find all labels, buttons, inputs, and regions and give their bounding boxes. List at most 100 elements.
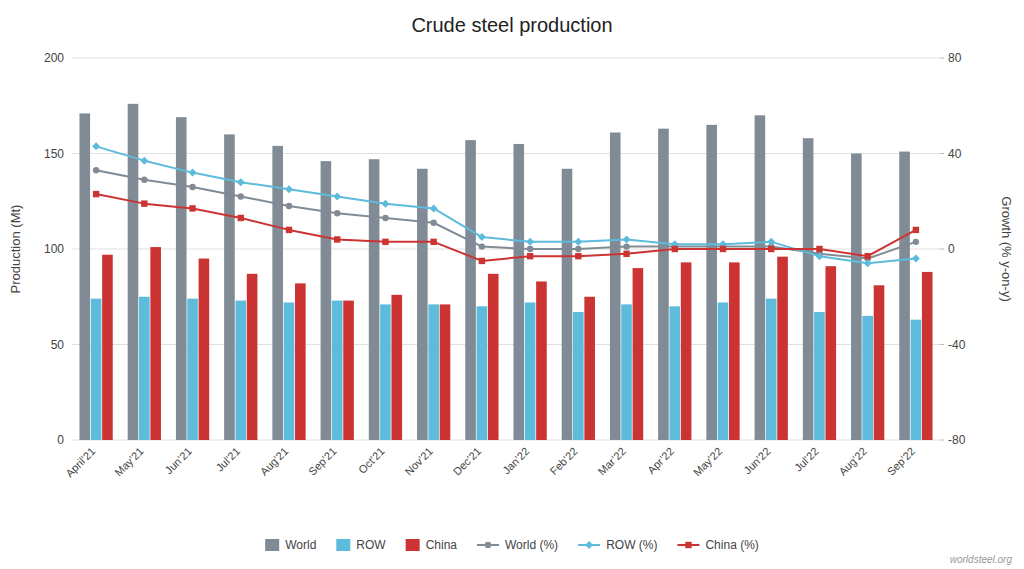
y-tick-label: 200: [44, 51, 64, 65]
marker: [140, 157, 148, 165]
bar: [235, 301, 246, 440]
y2-tick-label: 40: [948, 147, 962, 161]
bar: [199, 259, 210, 440]
marker: [286, 227, 292, 233]
bar: [272, 146, 283, 440]
marker: [575, 253, 581, 259]
grid: [72, 58, 940, 440]
legend-label: World (%): [505, 538, 558, 552]
bar: [284, 302, 295, 440]
x-tick-label: Feb’22: [547, 445, 579, 477]
x-tick-label: Dec’21: [451, 445, 484, 478]
legend-item: China: [406, 538, 458, 552]
line-series: [92, 142, 920, 267]
bar: [573, 312, 584, 440]
bar: [343, 301, 354, 440]
marker: [141, 200, 147, 206]
bar: [139, 297, 150, 440]
marker: [238, 193, 244, 199]
legend-item: ROW: [336, 538, 386, 552]
x-tick-label: Jul’22: [792, 445, 821, 474]
y2-tick: [940, 249, 944, 250]
marker: [913, 239, 919, 245]
legend-label: ROW: [356, 538, 386, 552]
bar: [465, 140, 476, 440]
marker: [912, 255, 920, 263]
x-tick-label: May’21: [112, 445, 146, 479]
marker: [816, 246, 822, 252]
y2-tick-label: -40: [948, 338, 966, 352]
bar: [621, 304, 632, 440]
y2-axis-label: Growth (% y‑on‑y): [999, 196, 1014, 301]
legend-label: China: [426, 538, 458, 552]
bar: [440, 304, 451, 440]
y2-tick-label: 80: [948, 51, 962, 65]
y-axis-label: Production (Mt): [8, 205, 23, 294]
bar: [513, 144, 524, 440]
bar: [777, 257, 788, 440]
bar: [922, 272, 933, 440]
y2-tick: [940, 344, 944, 345]
x-tick-label: Apr’22: [645, 445, 676, 476]
marker: [864, 253, 870, 259]
bar: [102, 255, 113, 440]
bar-series: [102, 247, 932, 440]
y-tick-label: 100: [44, 242, 64, 256]
marker: [382, 239, 388, 245]
marker: [237, 178, 245, 186]
bar: [681, 262, 692, 440]
bar: [658, 129, 669, 440]
bar: [862, 316, 873, 440]
plot-area: [79, 104, 932, 440]
bar: [729, 262, 740, 440]
y-tick-label: 0: [57, 433, 64, 447]
bar: [187, 299, 198, 440]
marker: [381, 200, 389, 208]
y2-tick-label: 0: [948, 242, 955, 256]
bar: [477, 306, 488, 440]
legend-label: World: [285, 538, 316, 552]
marker: [527, 253, 533, 259]
legend-item: World (%): [477, 538, 558, 552]
title: Crude steel production: [411, 14, 612, 36]
x-tick-label: Jun’21: [163, 445, 194, 476]
chart: 050100150200-80-4004080April’21May’21Jun…: [0, 0, 1024, 569]
legend-label: China (%): [705, 538, 758, 552]
grid-line: [72, 58, 940, 59]
legend-item: World: [265, 538, 316, 552]
y2-tick: [940, 440, 944, 441]
legend-item: ROW (%): [578, 538, 657, 552]
x-tick-label: Sep’21: [306, 445, 339, 478]
marker: [334, 210, 340, 216]
bar: [128, 104, 139, 440]
bar: [176, 117, 187, 440]
x-tick-label: Jun’22: [741, 445, 772, 476]
x-tick-label: Mar’22: [595, 445, 628, 478]
line-series: [93, 191, 919, 264]
marker: [382, 215, 388, 221]
legend-swatch: [265, 539, 279, 551]
bar: [825, 266, 836, 440]
bar: [766, 299, 777, 440]
marker: [623, 243, 629, 249]
bar: [718, 302, 729, 440]
bar: [391, 295, 402, 440]
line-series: [93, 167, 919, 262]
marker: [623, 251, 629, 257]
marker: [285, 185, 293, 193]
marker: [479, 258, 485, 264]
marker: [334, 236, 340, 242]
legend-item: China (%): [677, 538, 758, 552]
marker: [430, 239, 436, 245]
bar: [706, 125, 717, 440]
marker: [720, 246, 726, 252]
bar: [803, 138, 814, 440]
bar: [536, 281, 547, 440]
bar: [584, 297, 595, 440]
bar: [295, 283, 306, 440]
marker: [238, 215, 244, 221]
x-tick-label: Nov’21: [402, 445, 435, 478]
bar: [525, 302, 536, 440]
legend-label: ROW (%): [606, 538, 657, 552]
y2-tick: [940, 153, 944, 154]
